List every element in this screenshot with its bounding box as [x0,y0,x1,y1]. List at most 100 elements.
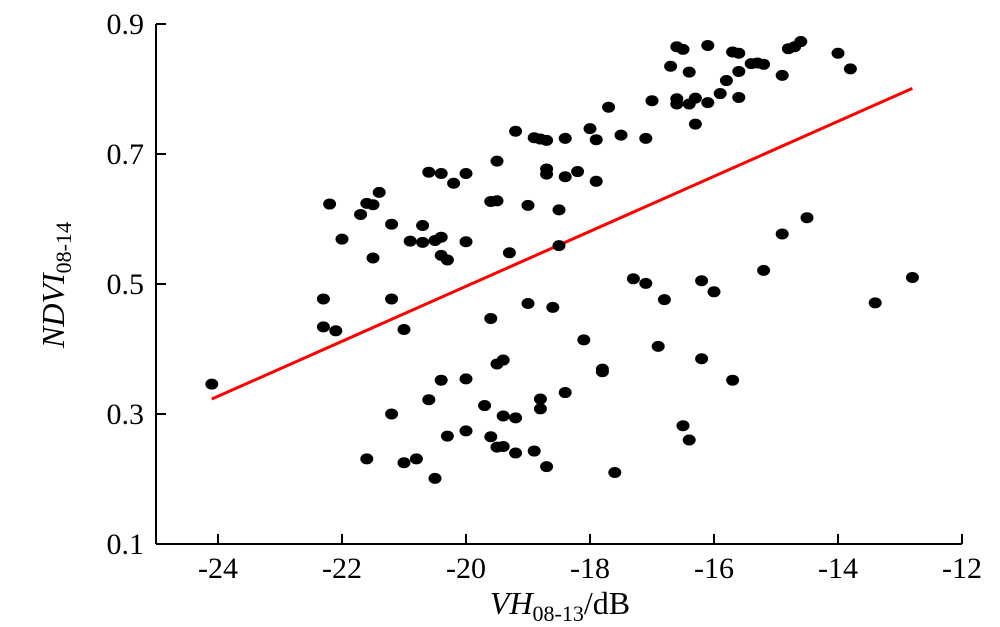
data-point [639,132,653,144]
y-tick-label: 0.7 [107,138,145,171]
data-point [385,218,399,230]
data-point [558,132,572,144]
x-tick-label: -16 [694,552,734,585]
data-point [589,175,603,187]
y-tick-label: 0.9 [107,8,145,41]
data-point [831,47,845,59]
x-tick-label: -22 [322,552,362,585]
data-point [403,235,417,247]
data-point [800,212,814,224]
data-point [490,155,504,167]
x-tick-label: -12 [942,552,982,585]
data-point [478,400,492,412]
data-point [664,60,678,72]
data-point [397,324,411,335]
data-point [459,236,473,248]
scatter-points [205,36,919,484]
data-point [546,301,560,313]
data-point [521,199,535,211]
y-tick-label: 0.3 [107,398,145,431]
data-point [676,43,690,55]
data-point [682,66,696,78]
data-point [732,65,746,77]
data-point [676,420,690,432]
data-point [397,457,411,469]
data-point [428,472,442,484]
data-point [459,168,473,179]
data-point [868,297,882,309]
ticks: -24 -22 -20 -18 -16 -14 -12 0.1 0.3 0.5 0.7 0.9 [107,8,983,585]
data-point [459,373,473,385]
y-axis-label: NDVI08-14 [35,222,76,349]
data-point [670,98,684,110]
x-tick-label: -18 [570,552,610,585]
data-point [843,63,857,75]
data-point [775,228,789,240]
data-point [602,101,616,113]
data-point [422,394,436,406]
data-point [533,393,547,405]
data-point [521,298,535,309]
data-point [695,353,709,365]
data-point [434,231,448,243]
data-point [502,247,516,259]
data-point [422,166,436,178]
y-axis-label-main: NDVI [35,272,71,349]
data-point [651,340,665,352]
data-point [366,199,380,211]
x-tick-label: -20 [446,552,486,585]
x-tick-label: -24 [198,552,238,585]
x-axis-label-main: VH [490,585,535,621]
data-point [329,325,343,337]
data-point [440,430,454,442]
data-point [657,294,671,306]
data-point [484,312,498,324]
data-point [571,166,585,178]
data-point [366,252,380,264]
data-point [719,75,733,87]
data-point [701,97,715,109]
data-point [614,129,628,141]
data-point [509,125,523,137]
data-point [509,447,523,459]
axis-labels: VH08-13/dB NDVI08-14 [35,222,630,626]
data-point [205,378,219,390]
data-point [416,220,430,231]
data-point [459,425,473,437]
data-point [757,58,771,70]
data-point [540,461,554,473]
data-point [335,233,349,245]
data-point [440,254,454,266]
data-point [595,363,609,375]
data-point [372,186,386,198]
data-point [496,410,510,422]
data-point [552,240,566,252]
data-point [583,123,597,135]
data-point [726,374,740,386]
data-point [385,408,399,420]
data-point [688,92,702,104]
data-point [713,88,727,100]
data-point [905,272,919,283]
data-point [527,445,541,457]
data-point [757,264,771,276]
data-point [509,412,523,424]
data-point [416,236,430,248]
data-point [490,195,504,207]
x-tick-label: -14 [818,552,858,585]
data-point [794,36,808,48]
data-point [540,168,554,180]
data-point [682,434,696,446]
data-point [639,277,653,289]
data-point [688,118,702,130]
x-axis-label-suffix: /dB [584,585,630,621]
data-point [354,208,368,220]
data-point [707,286,721,298]
data-point [558,171,572,183]
data-point [589,134,603,146]
data-point [732,47,746,59]
data-point [645,95,659,107]
data-point [316,321,330,333]
data-point [558,387,572,399]
